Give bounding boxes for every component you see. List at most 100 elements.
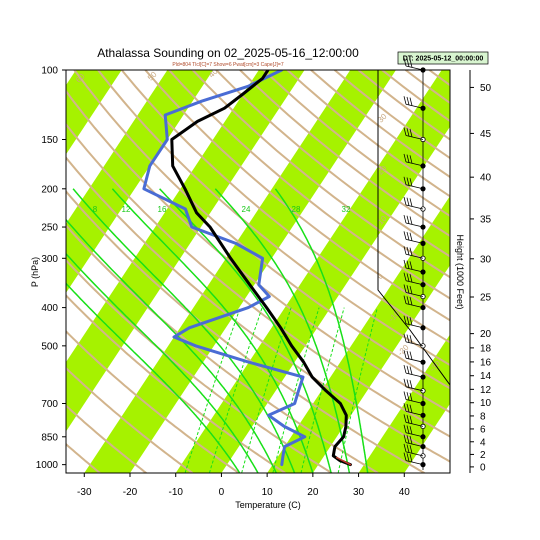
wind-barb-flag	[403, 176, 407, 185]
moist-adiabat-label: 8	[93, 205, 98, 214]
chart-subtitle: Pld=804 Tlcl[C]=7 Show=6 Pwat[cm]=3 Cape…	[172, 62, 283, 68]
height-tick-label: 40	[480, 173, 492, 184]
wind-barb-flag	[409, 351, 413, 360]
height-tick-label: 35	[480, 214, 492, 225]
y-tick-label: 1000	[36, 460, 59, 471]
isotherm-band	[358, 334, 450, 473]
wind-barb-flag	[403, 315, 407, 324]
moist-adiabat	[66, 252, 259, 473]
y-tick-label: 100	[41, 66, 58, 77]
height-tick-label: 8	[480, 411, 486, 422]
x-tick-label: -20	[123, 487, 138, 498]
height-column-boundary	[377, 70, 451, 386]
wind-barb-flag	[403, 452, 407, 461]
y-tick-label: 250	[41, 223, 58, 234]
mixing-ratio-line	[272, 307, 320, 473]
height-tick-label: 50	[480, 83, 492, 94]
moist-adiabat	[66, 282, 241, 473]
wind-barb-flag	[403, 434, 407, 443]
y-tick-label: 150	[41, 135, 58, 146]
wind-barb-flag	[409, 404, 413, 413]
wind-barb-flag	[409, 366, 413, 375]
dry-adiabat	[239, 70, 450, 238]
wind-barb-flag	[409, 216, 413, 225]
wind-barb-flag	[403, 378, 407, 387]
wind-barb-flag	[406, 296, 410, 305]
wind-barb-flag	[409, 178, 413, 187]
mixing-ratio-lines	[184, 307, 378, 473]
height-tick-label: 10	[480, 398, 492, 409]
y-tick-label: 300	[41, 254, 58, 265]
wind-barb-flag	[409, 445, 413, 454]
wind-barb-flag	[409, 296, 413, 306]
wind-barb-flag	[406, 260, 410, 269]
wind-barb-flag	[406, 350, 410, 359]
height-tick-label: 12	[480, 385, 492, 396]
y-tick-label: 850	[41, 432, 58, 443]
mixing-ratio-line	[208, 307, 263, 473]
wind-barb-flag	[403, 333, 407, 342]
dry-adiabat-label: 40	[207, 67, 220, 80]
dry-adiabat	[66, 122, 450, 438]
x-tick-label: 10	[262, 487, 274, 498]
dry-adiabat	[66, 189, 425, 473]
wind-barb-flag	[403, 231, 407, 240]
dry-adiabat	[66, 224, 379, 473]
y-tick-label: 400	[41, 303, 58, 314]
moist-adiabat	[159, 188, 332, 473]
x-tick-label: 40	[399, 487, 411, 498]
dt-label-box: DT: 2025-05-12_00:00:00	[397, 51, 489, 65]
dry-adiabat	[66, 330, 240, 473]
mixing-ratio-line	[300, 307, 345, 473]
moist-adiabat-label: 28	[292, 205, 301, 214]
dry-adiabat-label: 0	[375, 271, 385, 281]
moist-adiabat-label: 16	[158, 205, 167, 214]
wind-barb-flag	[406, 316, 410, 325]
dry-adiabats	[66, 70, 450, 473]
moist-adiabat-label: 32	[342, 205, 351, 214]
plot-frame	[65, 69, 451, 474]
wind-barb-flag	[406, 285, 410, 294]
wind-barb-flag	[406, 197, 410, 206]
height-tick-label: 2	[480, 450, 486, 461]
wind-barb-flag	[409, 232, 413, 241]
wind-barb-flag	[403, 214, 407, 224]
height-tick-label: 20	[480, 329, 492, 340]
height-tick-label: 25	[480, 292, 492, 303]
wind-barb-flag	[409, 198, 413, 207]
dry-adiabat	[191, 70, 450, 279]
wind-barb-flag	[406, 435, 410, 444]
y-tick-label: 200	[41, 184, 58, 195]
wind-barb-flag	[406, 154, 410, 163]
axes: -30 -20 -10 0 10 20 30 401001502002503004005007…	[36, 66, 411, 499]
dewpoint-line	[142, 70, 307, 467]
wind-barb-flag	[403, 153, 407, 163]
dry-adiabat	[66, 442, 101, 473]
height-tick-label: 30	[480, 254, 492, 265]
wind-barb-flag	[403, 259, 407, 269]
moist-adiabat-label: 24	[242, 205, 251, 214]
wind-barb-flag	[409, 285, 413, 295]
wind-barb-flag	[409, 59, 413, 68]
x-tick-label: 20	[307, 487, 319, 498]
x-tick-label: 30	[353, 487, 365, 498]
wind-barb-flag	[403, 57, 407, 67]
wind-barb-flag	[409, 155, 413, 164]
wind-barb-flag	[406, 444, 410, 453]
dry-adiabat	[215, 70, 450, 258]
isotherm-band	[66, 70, 214, 293]
isotherm-band	[175, 70, 450, 473]
dry-adiabat	[97, 70, 450, 367]
y-axis-label: P (hPa)	[30, 257, 40, 287]
wind-barb-flag	[403, 246, 407, 255]
y2-axis-label: Height (1000 Feet)	[455, 234, 465, 309]
dry-adiabat	[66, 294, 286, 473]
wind-barb-flag	[406, 453, 410, 462]
wind-barb-flag	[406, 414, 410, 424]
wind-barb-flag	[406, 246, 410, 256]
wind-barb-flag	[409, 317, 413, 326]
height-tick-label: 18	[480, 343, 492, 354]
dry-adiabat	[66, 89, 450, 414]
wind-barb-flag	[403, 443, 407, 452]
